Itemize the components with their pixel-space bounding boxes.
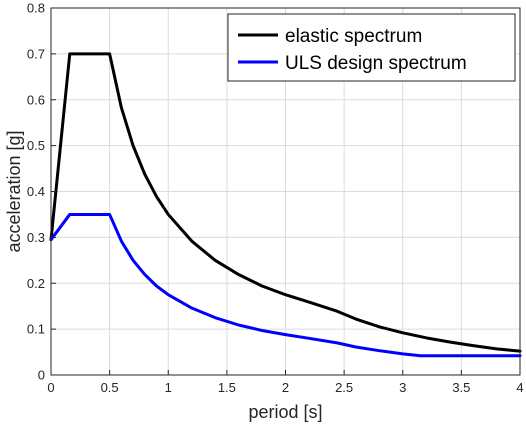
legend-label-elastic: elastic spectrum: [285, 26, 422, 47]
y-tick-label: 0.1: [27, 322, 45, 337]
y-tick-label: 0.8: [27, 1, 45, 16]
tick-labels: 0 0.5 1 1.5 2 2.5 3 3.5 4 0 0.1 0.2 0.3 0.4 0.5 0.6 0.7 0…: [27, 1, 524, 396]
series-line-elastic-spectrum: [49, 52, 522, 353]
legend-label-uls: ULS design spectrum: [285, 53, 467, 74]
y-tick-label: 0.2: [27, 276, 45, 291]
x-tick-label: 3.5: [452, 380, 470, 395]
y-tick-label: 0.6: [27, 92, 45, 107]
x-tick-label: 0: [47, 380, 54, 395]
x-tick-label: 3: [399, 380, 406, 395]
legend-box: [227, 13, 516, 82]
ticks: [50, 7, 521, 376]
y-axis-label: acceleration [g]: [4, 130, 24, 252]
y-tick-label: 0.3: [27, 230, 45, 245]
y-tick-label: 0.4: [27, 184, 45, 199]
x-tick-label: 4: [516, 380, 523, 395]
x-tick-label: 2: [282, 380, 289, 395]
x-tick-label: 0.5: [101, 380, 119, 395]
x-tick-label: 1: [165, 380, 172, 395]
x-axis-label: period [s]: [248, 402, 322, 422]
series-line-uls-design-spectrum: [49, 212, 522, 358]
x-tick-label: 2.5: [335, 380, 353, 395]
y-tick-label: 0: [38, 368, 45, 383]
series-layer: [49, 52, 522, 358]
y-tick-label: 0.7: [27, 46, 45, 61]
y-tick-label: 0.5: [27, 138, 45, 153]
legend: elastic spectrum ULS design spectrum: [227, 13, 516, 82]
x-tick-label: 1.5: [218, 380, 236, 395]
